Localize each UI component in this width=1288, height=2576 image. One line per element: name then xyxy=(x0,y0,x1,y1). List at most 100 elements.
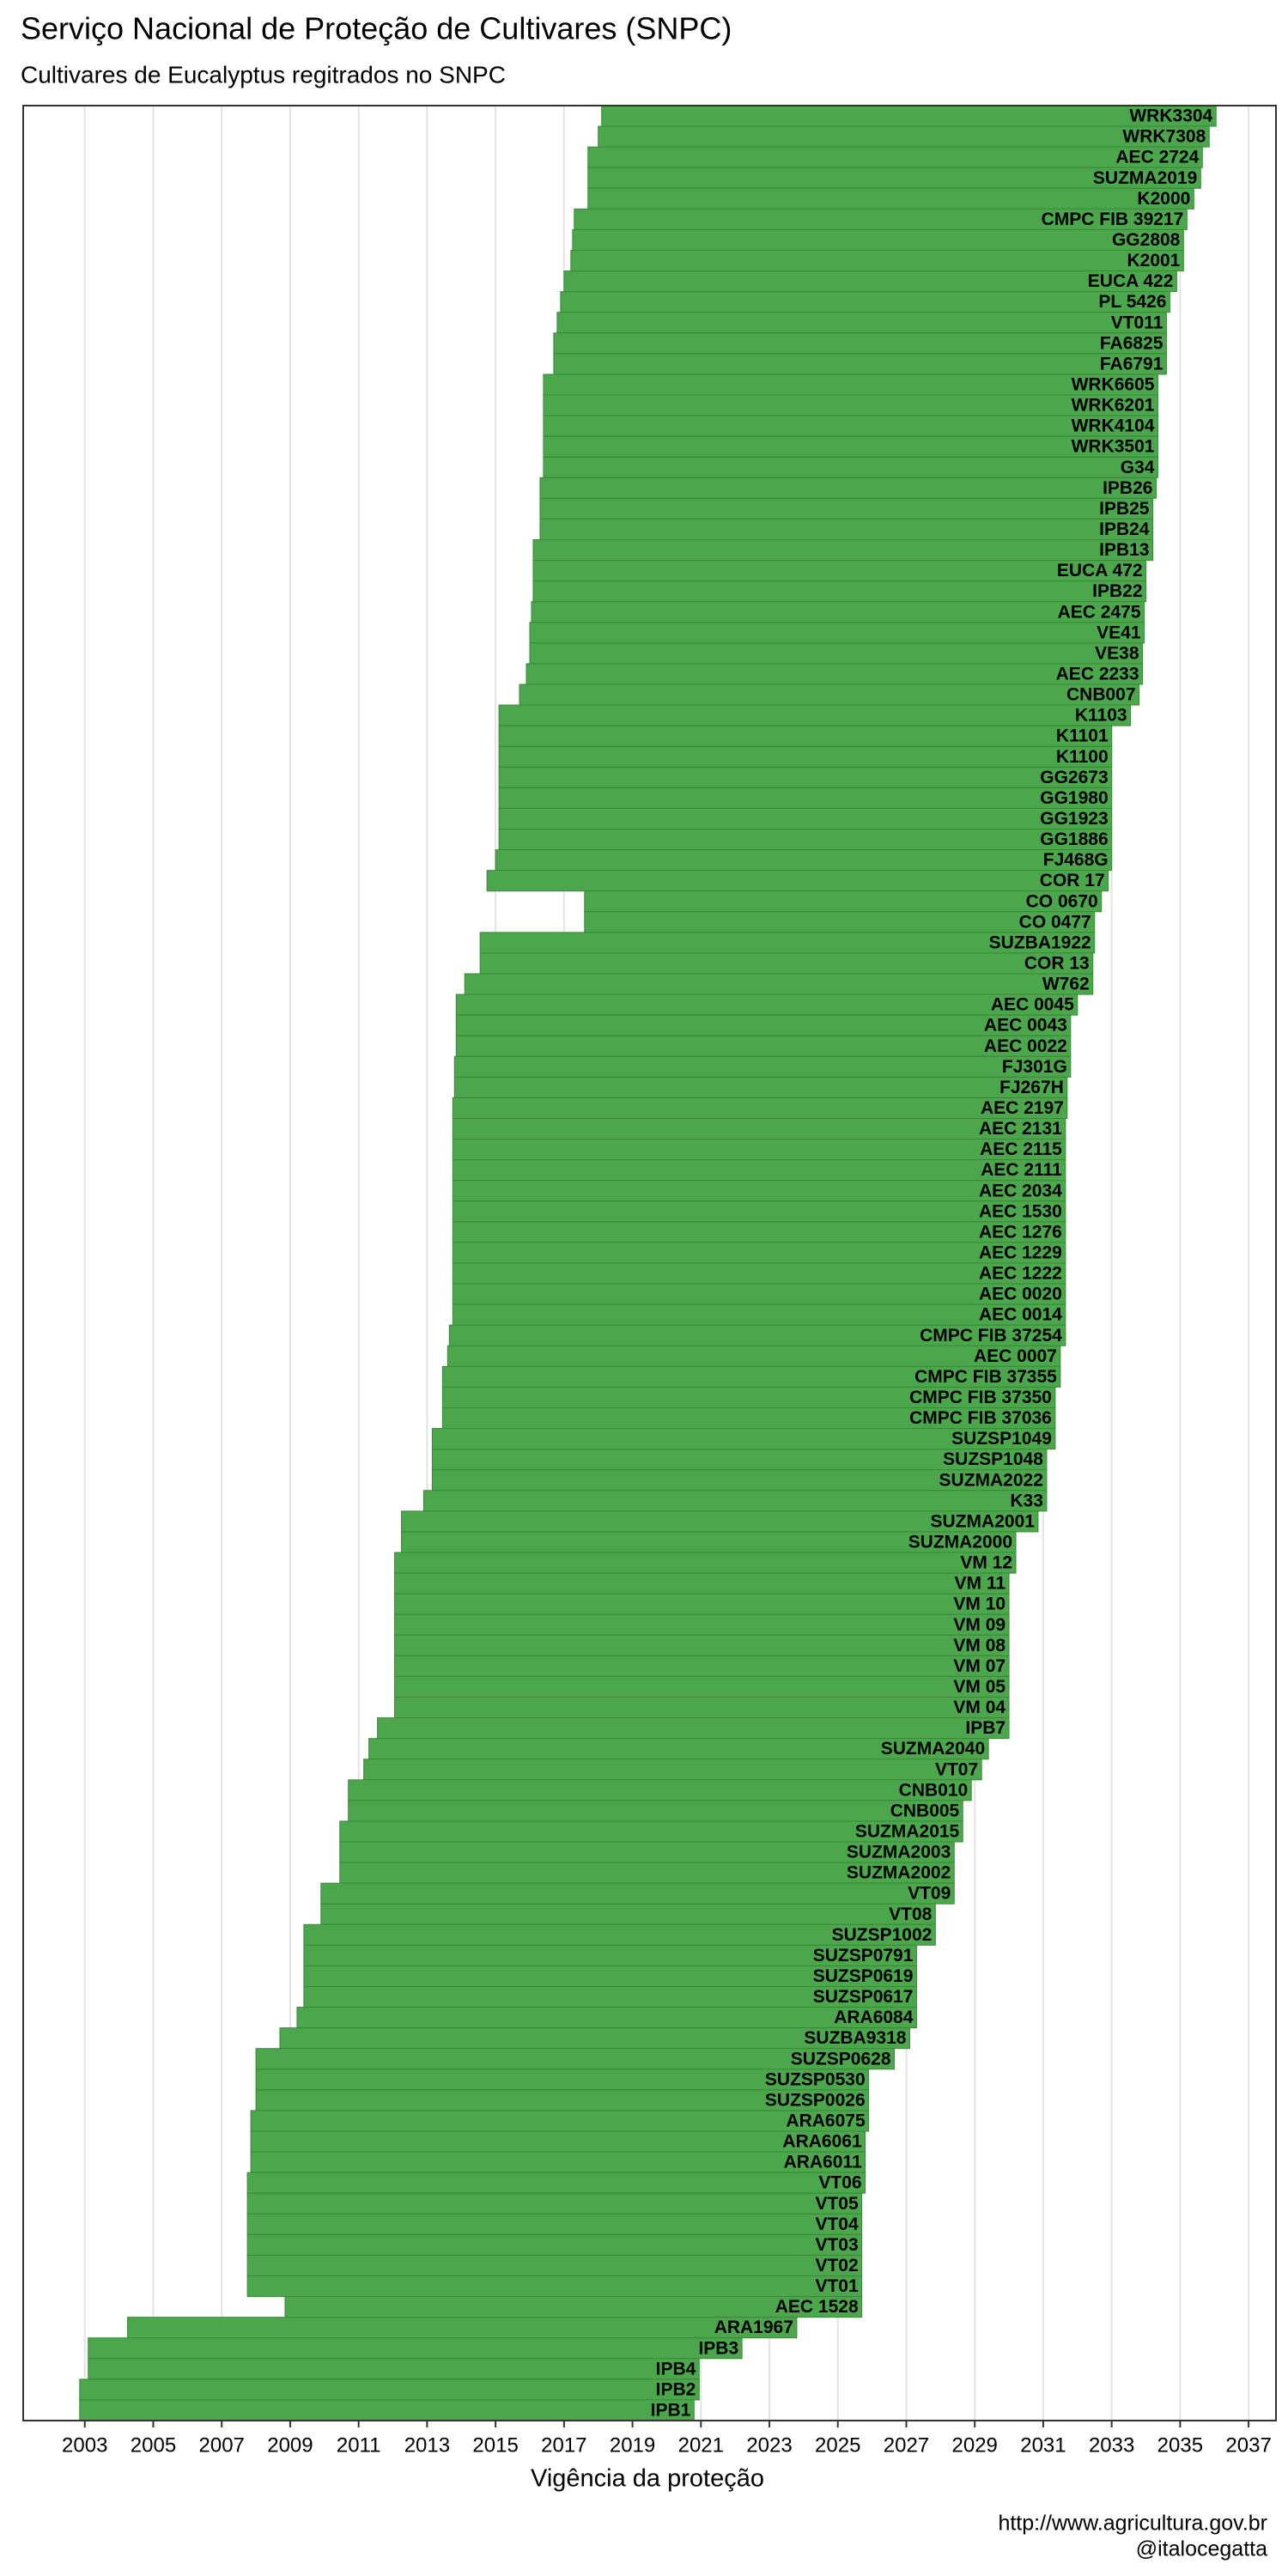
bar-label: K2001 xyxy=(1127,251,1180,270)
bar xyxy=(394,1572,1010,1595)
bar-label: VM 07 xyxy=(953,1656,1005,1676)
bar-label: CMPC FIB 37355 xyxy=(914,1367,1057,1387)
bar-label: GG1980 xyxy=(1040,788,1108,808)
bar xyxy=(498,829,1113,851)
x-tick-label: 2029 xyxy=(952,2433,998,2457)
bar-label: IPB13 xyxy=(1099,540,1149,560)
bar xyxy=(455,1035,1072,1057)
bar xyxy=(377,1717,1010,1740)
bar-label: AEC 1530 xyxy=(979,1201,1062,1221)
bar xyxy=(563,270,1177,293)
bar xyxy=(543,456,1158,478)
bar xyxy=(88,2337,743,2360)
bar-label: K1103 xyxy=(1075,706,1127,726)
bar-label: ARA6084 xyxy=(834,2008,914,2027)
bar xyxy=(246,2172,866,2194)
caption: http://www.agricultura.gov.br xyxy=(998,2512,1267,2536)
bar xyxy=(255,2089,870,2111)
bar-label: CMPC FIB 37350 xyxy=(909,1388,1052,1407)
bar-label: VM 08 xyxy=(953,1636,1005,1656)
x-tick-label: 2023 xyxy=(746,2433,792,2457)
bar xyxy=(539,497,1153,519)
bar-label: VT07 xyxy=(935,1759,978,1779)
bar-label: SUZSP0530 xyxy=(765,2069,866,2089)
bar xyxy=(601,105,1217,127)
bar xyxy=(498,766,1113,788)
bar xyxy=(498,725,1113,747)
bar xyxy=(394,1655,1010,1677)
bar xyxy=(587,146,1203,168)
bar-label: IPB2 xyxy=(656,2379,696,2399)
bar xyxy=(394,1634,1010,1656)
bar-label: VT09 xyxy=(908,1884,951,1904)
bar-label: SUZSP0628 xyxy=(791,2049,891,2069)
x-tick-label: 2031 xyxy=(1020,2433,1066,2457)
bar-label: GG2673 xyxy=(1040,768,1108,787)
x-tick-label: 2009 xyxy=(267,2433,313,2457)
bar-label: CNB007 xyxy=(1066,685,1136,705)
bar xyxy=(320,1882,955,1905)
bar-label: K33 xyxy=(1010,1491,1043,1510)
x-axis-label: Vigência da proteção xyxy=(531,2465,764,2493)
bar xyxy=(452,1200,1066,1223)
bar-label: SUZBA1922 xyxy=(989,933,1091,952)
bar-label: AEC 2131 xyxy=(979,1119,1062,1139)
bar xyxy=(88,2358,700,2380)
bar-label: VT04 xyxy=(815,2215,859,2234)
bar-label: W762 xyxy=(1042,975,1090,994)
bar-label: SUZMA2002 xyxy=(847,1863,951,1883)
bar xyxy=(539,477,1157,499)
bar xyxy=(498,745,1113,768)
bar xyxy=(246,2213,863,2235)
bar xyxy=(529,622,1145,644)
bar-label: SUZMA2022 xyxy=(939,1470,1043,1490)
bar xyxy=(543,374,1158,396)
bar-label: VT02 xyxy=(815,2256,858,2275)
x-tick-label: 2005 xyxy=(131,2433,176,2457)
bar xyxy=(539,518,1153,541)
bar-label: GG1886 xyxy=(1040,829,1108,849)
bar xyxy=(452,1097,1068,1120)
bar-label: AEC 0007 xyxy=(974,1346,1057,1366)
bar-label: FA6825 xyxy=(1100,333,1163,353)
bar xyxy=(553,332,1167,355)
bar xyxy=(553,353,1167,375)
bar-label: AEC 2115 xyxy=(980,1139,1062,1159)
bar xyxy=(532,580,1147,603)
bar-label: SUZMA2001 xyxy=(931,1511,1036,1531)
x-tick-label: 2017 xyxy=(541,2433,586,2457)
x-tick-label: 2011 xyxy=(337,2433,381,2457)
bar-label: AEC 1222 xyxy=(979,1264,1062,1284)
bar xyxy=(532,539,1153,562)
bar-label: VT05 xyxy=(815,2194,859,2214)
bar-label: IPB24 xyxy=(1099,519,1150,539)
x-tick-label: 2027 xyxy=(884,2433,929,2457)
bar-label: WRK6605 xyxy=(1072,375,1155,395)
bar-label: SUZSP1002 xyxy=(832,1925,933,1945)
bar xyxy=(394,1552,1017,1574)
x-tick-label: 2007 xyxy=(199,2433,245,2457)
bar-label: K1101 xyxy=(1056,726,1109,746)
caption: @italocegatta xyxy=(1136,2537,1267,2561)
bar-label: WRK6201 xyxy=(1072,396,1155,416)
bar xyxy=(79,2379,700,2401)
bar xyxy=(529,642,1144,665)
bar-label: IPB25 xyxy=(1099,499,1150,519)
bar xyxy=(452,1159,1066,1182)
bar xyxy=(452,1139,1066,1161)
bar xyxy=(572,228,1184,251)
bar-label: VT01 xyxy=(815,2276,859,2296)
bar-label: VM 11 xyxy=(955,1574,1006,1594)
x-tick-label: 2003 xyxy=(62,2433,107,2457)
bar xyxy=(543,435,1158,458)
bar-label: K1100 xyxy=(1056,747,1109,767)
bar xyxy=(320,1903,936,1925)
bar-label: SUZSP0791 xyxy=(813,1946,914,1965)
bar-label: SUZSP1048 xyxy=(943,1449,1043,1469)
bar-label: SUZBA9318 xyxy=(804,2028,906,2048)
bar xyxy=(447,1345,1061,1367)
chart-subtitle: Cultivares de Eucalyptus regitrados no S… xyxy=(21,61,506,88)
bar-label: VE41 xyxy=(1097,623,1141,642)
bar-label: AEC 2034 xyxy=(979,1181,1062,1200)
bar-label: AEC 2197 xyxy=(981,1098,1064,1118)
